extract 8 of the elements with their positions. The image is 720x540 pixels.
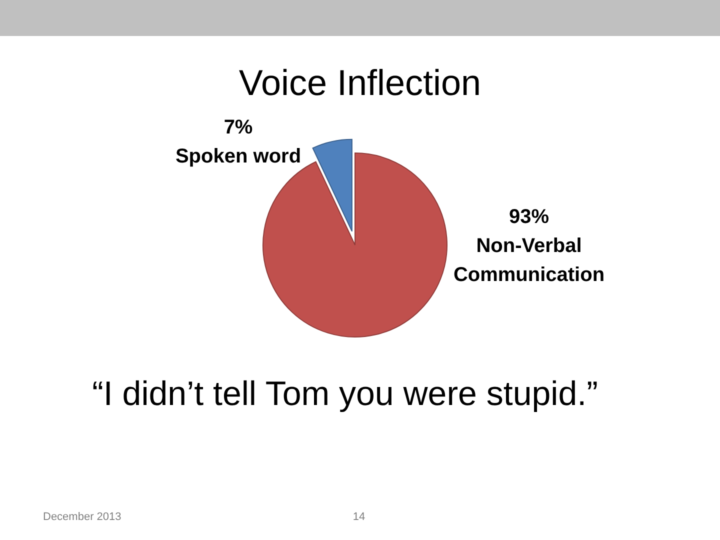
- data-label: 7%: [224, 116, 253, 139]
- chart-title: Voice Inflection: [238, 62, 482, 103]
- text: 14: [352, 511, 366, 523]
- text: December 2013: [43, 511, 122, 523]
- text: “I didn’t tell Tom you were stupid.”: [92, 375, 598, 413]
- data-label: 93%: [508, 206, 550, 228]
- slice-label: Spoken word: [175, 146, 302, 168]
- slice-label: Non-Verbal Communication: [453, 235, 605, 286]
